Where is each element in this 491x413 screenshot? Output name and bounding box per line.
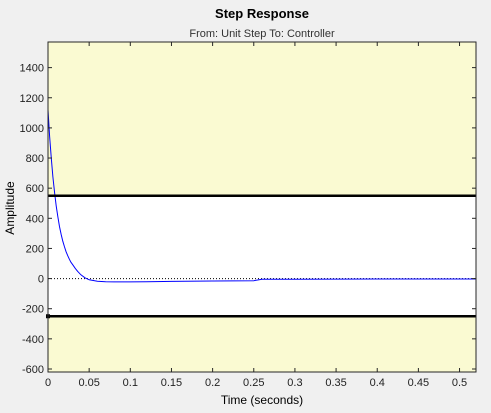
y-tick-label: 1200 bbox=[20, 93, 44, 105]
y-tick-label: 800 bbox=[26, 153, 44, 165]
x-tick-label: 0.15 bbox=[161, 377, 182, 389]
y-tick-label: 0 bbox=[38, 274, 44, 286]
y-tick-label: -200 bbox=[22, 304, 44, 316]
y-axis-ticks: -600 -400 -200 0 200 400 600 800 1000 1200 1400 bbox=[20, 63, 476, 376]
x-tick-label: 0.4 bbox=[370, 377, 385, 389]
y-tick-label: 1400 bbox=[20, 63, 44, 75]
x-tick-label: 0.35 bbox=[325, 377, 346, 389]
x-tick-label: 0.2 bbox=[205, 377, 220, 389]
y-tick-label: 600 bbox=[26, 183, 44, 195]
chart-title: Step Response bbox=[215, 6, 309, 21]
step-response-line bbox=[47, 109, 476, 283]
y-tick-label: 400 bbox=[26, 213, 44, 225]
axes-box bbox=[47, 41, 477, 373]
y-tick-label: -600 bbox=[22, 364, 44, 376]
y-axis-label: Amplitude bbox=[3, 181, 17, 235]
y-tick-label: -400 bbox=[22, 334, 44, 346]
feasible-region bbox=[48, 195, 476, 317]
y-tick-label: 200 bbox=[26, 243, 44, 255]
x-axis-label: Time (seconds) bbox=[221, 393, 303, 407]
plot-area[interactable] bbox=[46, 41, 477, 373]
x-tick-label: 0.45 bbox=[408, 377, 429, 389]
y-tick-label: 1000 bbox=[20, 123, 44, 135]
x-tick-label: 0.3 bbox=[287, 377, 302, 389]
x-tick-label: 0.05 bbox=[78, 377, 99, 389]
x-tick-label: 0.25 bbox=[243, 377, 264, 389]
x-tick-label: 0.1 bbox=[123, 377, 138, 389]
chart-subtitle: From: Unit Step To: Controller bbox=[189, 28, 335, 40]
x-tick-label: 0.5 bbox=[452, 377, 467, 389]
x-tick-label: 0 bbox=[45, 377, 51, 389]
x-axis-ticks: 0 0.05 0.1 0.15 0.2 0.25 0.3 0.35 0.4 0.45 0.5 bbox=[45, 42, 467, 389]
